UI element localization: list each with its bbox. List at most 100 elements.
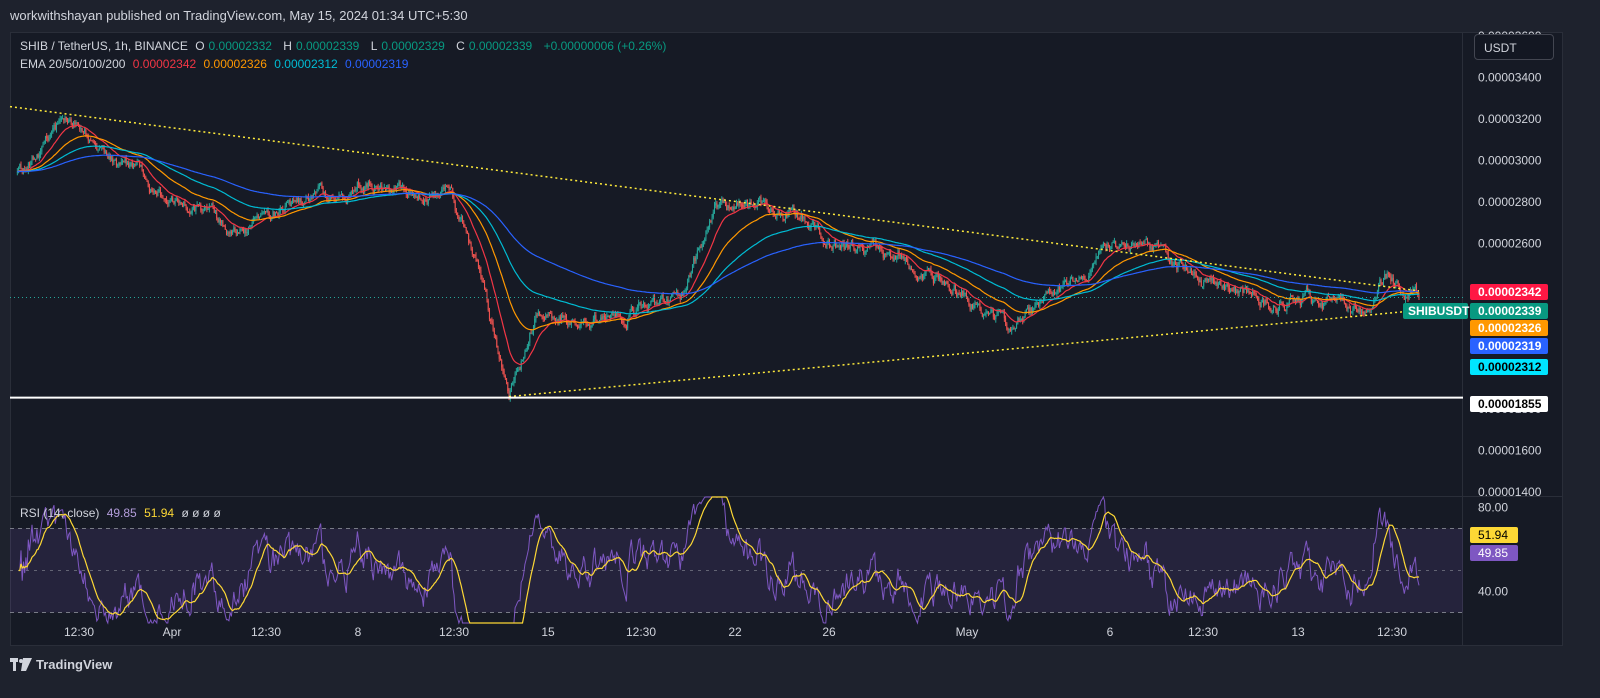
candle-body xyxy=(1310,296,1312,303)
x-tick-label: 15 xyxy=(541,625,555,639)
x-tick-label: 12:30 xyxy=(64,625,94,639)
candle-body xyxy=(1172,264,1174,266)
candle-body xyxy=(700,246,702,248)
candle-body xyxy=(71,123,73,126)
candle-body xyxy=(528,342,530,347)
candle-body xyxy=(726,204,728,211)
ema20-price-tag: 0.00002342 xyxy=(1478,285,1542,299)
candle-body xyxy=(145,176,147,180)
candle-body xyxy=(241,228,243,230)
candle-body xyxy=(422,200,424,205)
candle-body xyxy=(1197,276,1199,279)
candle-body xyxy=(839,246,841,248)
candle-body xyxy=(1389,273,1391,277)
candle-body xyxy=(967,297,969,301)
candle-body xyxy=(777,210,779,214)
candle-body xyxy=(541,316,543,318)
candle-body xyxy=(1080,276,1082,279)
candle-body xyxy=(1279,302,1281,310)
candle-body xyxy=(957,293,959,297)
candle-body xyxy=(454,201,456,211)
currency-button[interactable]: USDT xyxy=(1474,34,1554,60)
candle-body xyxy=(1217,283,1219,286)
candle-body xyxy=(1316,300,1318,302)
pane-separator[interactable] xyxy=(10,496,1563,497)
candle-body xyxy=(1178,262,1180,265)
candle-body xyxy=(36,154,38,160)
candle-body xyxy=(847,241,849,248)
candle-body xyxy=(860,243,862,245)
candle-body xyxy=(1261,300,1263,303)
candle-body xyxy=(886,253,888,255)
candle-body xyxy=(224,225,226,230)
candle-body xyxy=(1094,261,1096,263)
candle-body xyxy=(952,288,954,295)
candle-body xyxy=(239,229,241,234)
candle-body xyxy=(1277,309,1279,315)
candle-body xyxy=(669,296,671,302)
candle-body xyxy=(893,257,895,261)
candle-body xyxy=(782,215,784,219)
candle-body xyxy=(358,182,360,185)
candle-body xyxy=(316,189,318,193)
candle-body xyxy=(539,311,541,315)
candle-body xyxy=(849,245,851,249)
chart-frame[interactable] xyxy=(10,32,1463,646)
candle-body xyxy=(685,288,687,291)
candle-body xyxy=(1203,281,1205,287)
candle-body xyxy=(583,318,585,322)
candle-body xyxy=(305,196,307,202)
candle-body xyxy=(1214,281,1216,285)
candle-body xyxy=(232,231,234,234)
candle-body xyxy=(172,197,174,202)
candle-body xyxy=(60,118,62,120)
candle-body xyxy=(1392,277,1394,284)
candle-body xyxy=(956,290,958,297)
candle-body xyxy=(1327,295,1329,297)
candle-body xyxy=(430,195,432,197)
candle-body xyxy=(540,314,542,317)
candle-body xyxy=(1312,301,1314,303)
y-tick-label: 0.00001600 xyxy=(1478,443,1542,457)
candle-body xyxy=(448,187,450,190)
candle-body xyxy=(179,201,181,203)
candle-body xyxy=(345,201,347,204)
candle-body xyxy=(1020,318,1022,320)
candle-body xyxy=(1000,311,1002,313)
publisher-line: workwithshayan published on TradingView.… xyxy=(10,8,468,23)
candle-body xyxy=(936,272,938,276)
x-tick-label: Apr xyxy=(163,625,182,639)
candle-body xyxy=(558,317,560,323)
candle-body xyxy=(256,215,258,218)
candle-body xyxy=(1274,305,1276,307)
candle-body xyxy=(551,313,553,318)
candle-body xyxy=(361,188,363,191)
rsi-label[interactable]: RSI (14, close) xyxy=(20,506,100,520)
candle-body xyxy=(490,318,492,321)
candle-body xyxy=(1122,242,1124,244)
candle-body xyxy=(93,142,95,144)
candle-body xyxy=(919,278,921,280)
candle-body xyxy=(1226,283,1228,287)
ema-label[interactable]: EMA 20/50/100/200 xyxy=(20,57,126,71)
candle-body xyxy=(948,287,950,291)
candle-body xyxy=(301,202,303,204)
candle-body xyxy=(691,264,693,273)
candle-body xyxy=(973,305,975,309)
candle-body xyxy=(727,205,729,211)
candle-body xyxy=(743,205,745,208)
candle-body xyxy=(1216,282,1218,286)
candle-body xyxy=(1181,261,1183,264)
candle-body xyxy=(460,217,462,219)
candle-body xyxy=(974,303,976,306)
candle-body xyxy=(1353,304,1355,309)
candle-body xyxy=(1369,309,1371,311)
candle-body xyxy=(1189,268,1191,274)
candle-body xyxy=(1175,262,1177,265)
candle-body xyxy=(1095,256,1097,262)
tradingview-brand-text: TradingView xyxy=(36,657,113,672)
candle-body xyxy=(191,207,193,214)
symbol-title[interactable]: SHIB / TetherUS, 1h, BINANCE xyxy=(20,39,188,53)
candle-body xyxy=(665,301,667,303)
